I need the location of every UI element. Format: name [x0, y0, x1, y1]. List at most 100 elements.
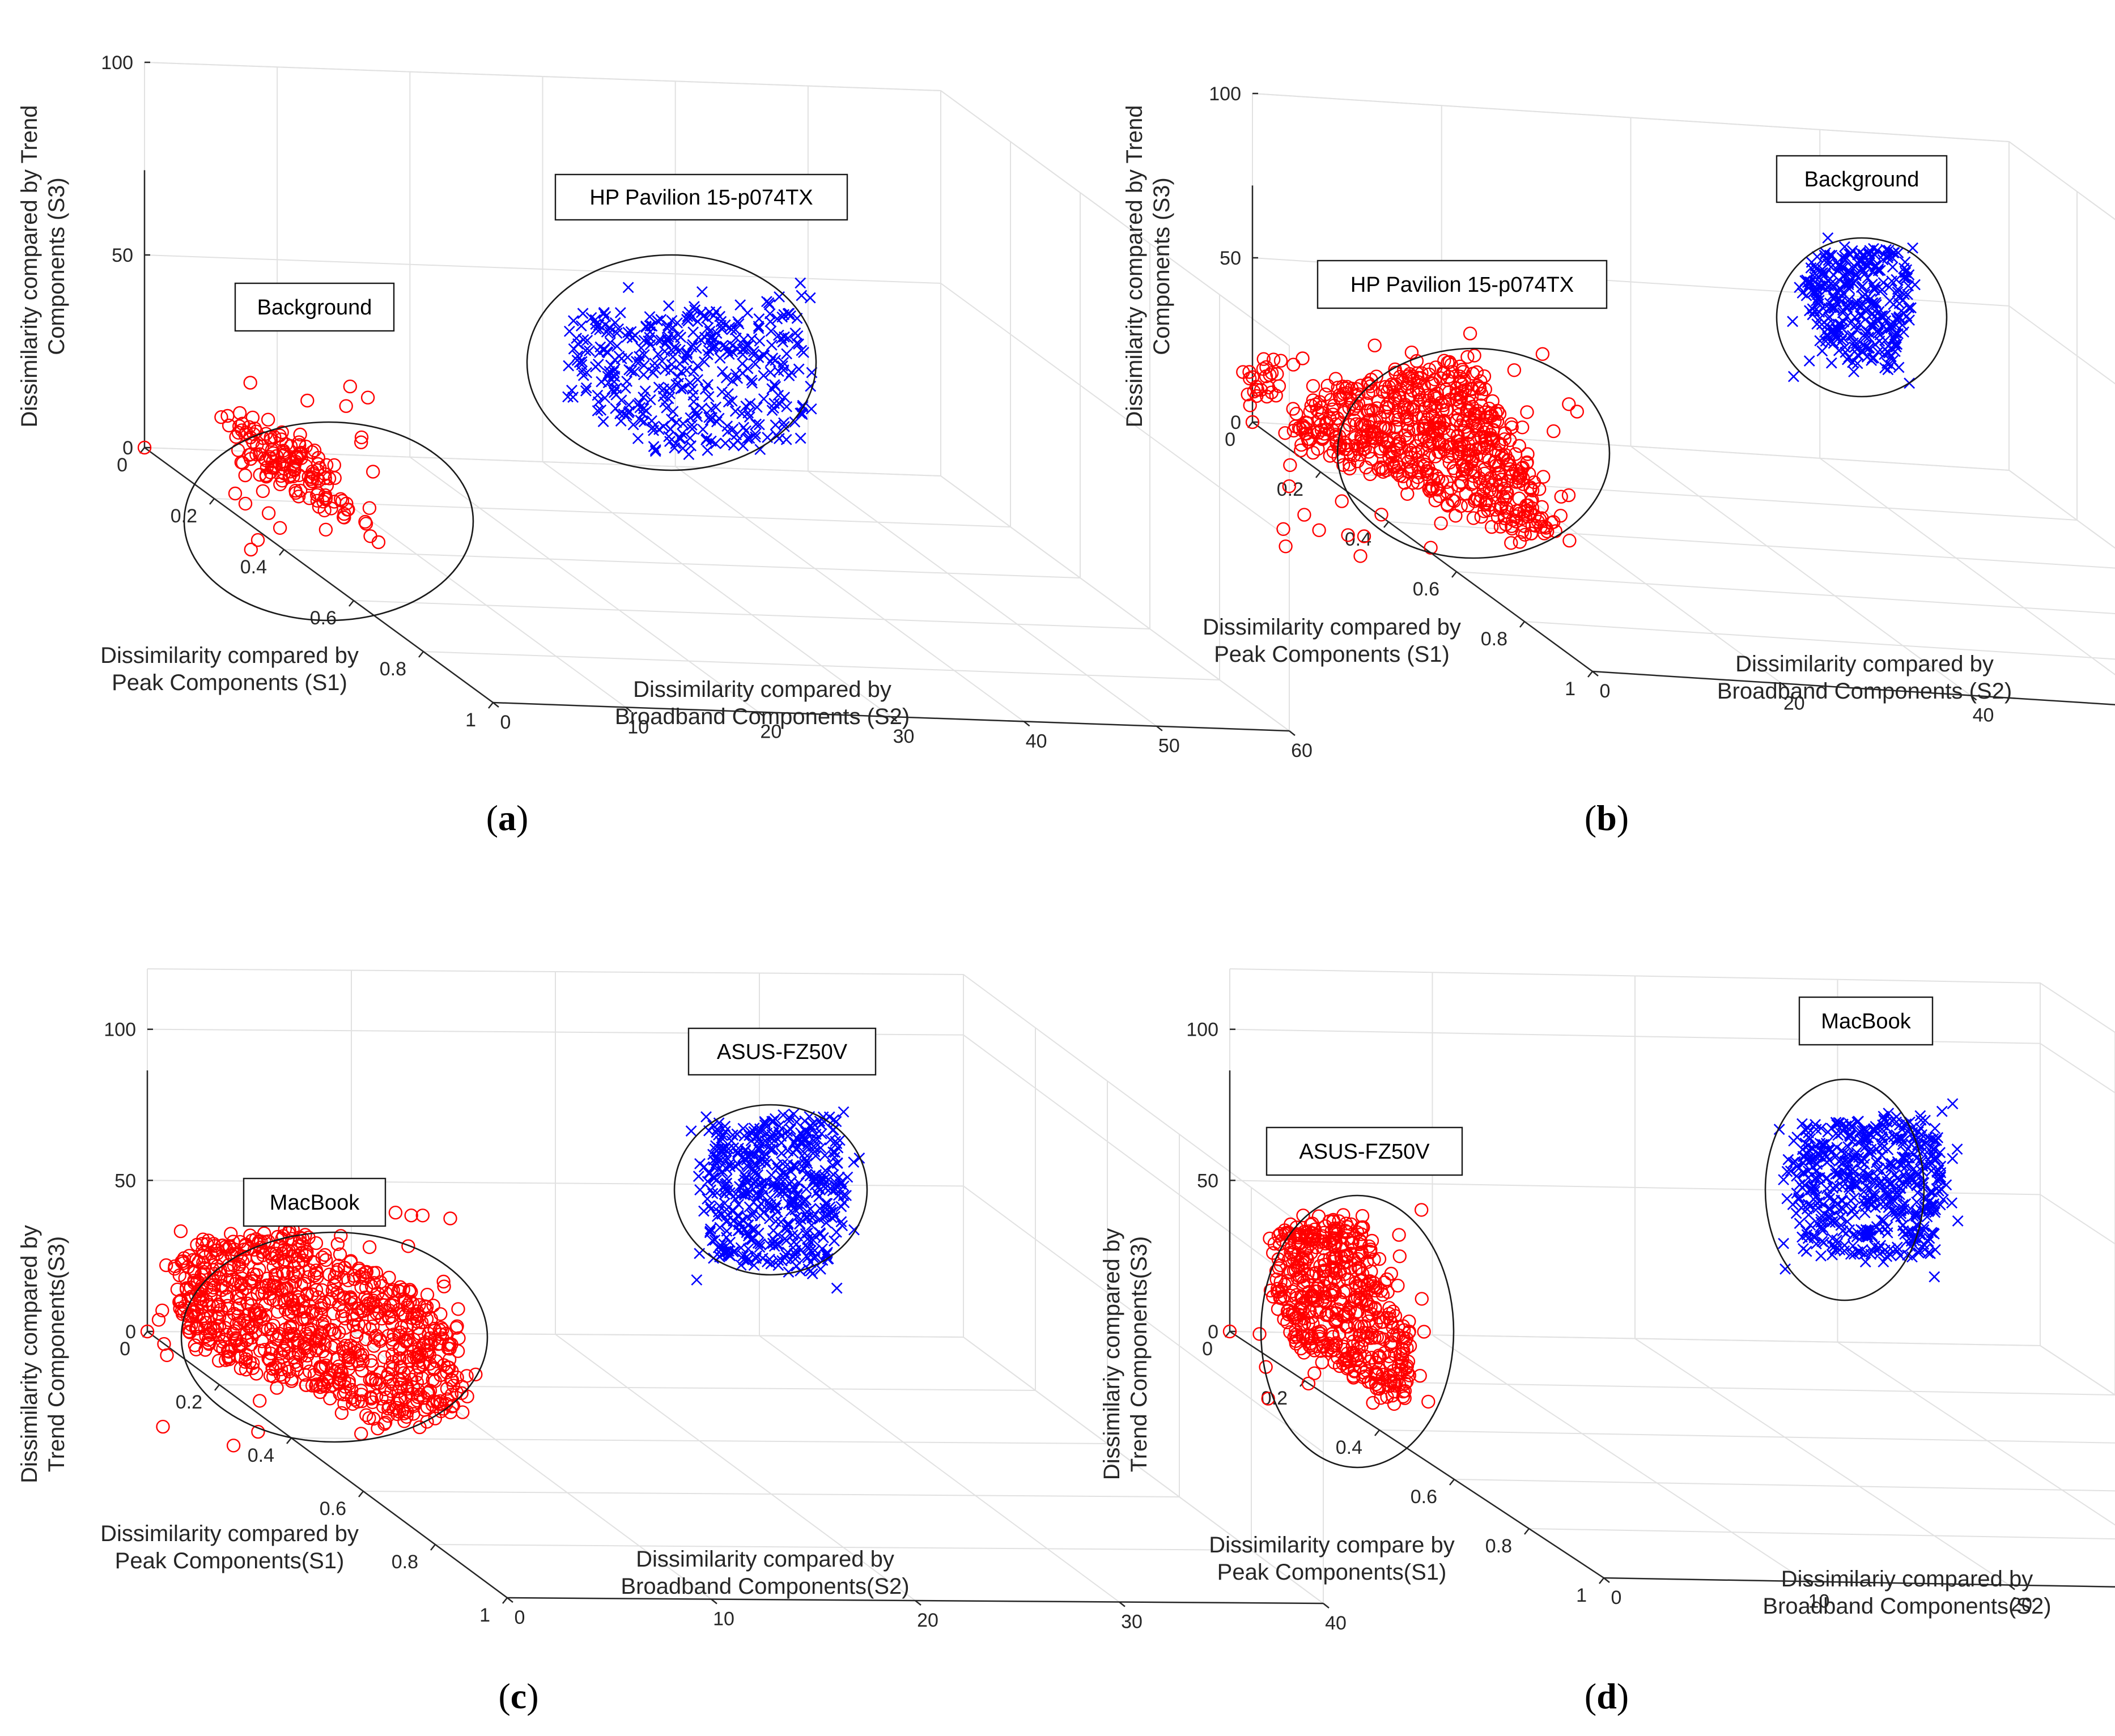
- circle-point-asus-fz50v: [1417, 1325, 1431, 1339]
- circle-point-macbook: [400, 1410, 414, 1424]
- cross-point-macbook: [1877, 1119, 1888, 1131]
- cross-point-macbook: [1862, 1168, 1874, 1180]
- x-tick-label: 0: [1225, 429, 1235, 450]
- cross-point-macbook: [1865, 1183, 1876, 1194]
- circle-point-hp-pavilion-15-p074tx: [1442, 355, 1456, 369]
- cross-point-macbook: [1883, 1107, 1895, 1119]
- cross-point-background: [1838, 241, 1850, 253]
- circle-point-hp-pavilion-15-p074tx: [1461, 436, 1475, 451]
- circle-point-macbook: [362, 1411, 376, 1426]
- cross-point-macbook: [1811, 1148, 1823, 1160]
- cross-point-macbook: [1793, 1162, 1805, 1174]
- circle-point-macbook: [333, 1247, 347, 1262]
- circle-point-asus-fz50v: [1316, 1226, 1331, 1240]
- circle-point-asus-fz50v: [1350, 1225, 1365, 1240]
- cross-point-hp-pavilion-15-p074tx: [698, 310, 709, 322]
- cross-point-hp-pavilion-15-p074tx: [593, 319, 605, 331]
- circle-point-macbook: [440, 1392, 455, 1406]
- cross-point-hp-pavilion-15-p074tx: [609, 354, 621, 365]
- y-tick-mark: [1023, 721, 1030, 727]
- circle-point-hp-pavilion-15-p074tx: [1506, 466, 1520, 481]
- circle-point-asus-fz50v: [1301, 1316, 1315, 1331]
- cross-point-asus-fz50v: [793, 1177, 805, 1189]
- circle-point-macbook: [212, 1310, 227, 1324]
- circle-point-hp-pavilion-15-p074tx: [1497, 432, 1512, 446]
- cross-point-hp-pavilion-15-p074tx: [781, 348, 793, 360]
- circle-point-macbook: [243, 1228, 257, 1243]
- circle-point-hp-pavilion-15-p074tx: [1461, 498, 1475, 513]
- cross-point-asus-fz50v: [714, 1200, 725, 1212]
- circle-point-macbook: [203, 1287, 218, 1302]
- y-tick-label: 40: [1325, 1612, 1347, 1634]
- circle-point-hp-pavilion-15-p074tx: [1411, 460, 1425, 474]
- circle-point-hp-pavilion-15-p074tx: [1400, 418, 1415, 432]
- cross-point-macbook: [1896, 1151, 1908, 1163]
- x-axis-line: [147, 1330, 508, 1599]
- y-tick-label: 50: [1158, 735, 1180, 757]
- circle-point-macbook: [420, 1287, 435, 1302]
- y-tick-mark: [1970, 695, 1977, 701]
- circle-point-macbook: [436, 1274, 451, 1289]
- circle-point-asus-fz50v: [1296, 1252, 1310, 1267]
- circle-point-asus-fz50v: [1327, 1283, 1341, 1298]
- circle-point-hp-pavilion-15-p074tx: [1367, 425, 1382, 439]
- cross-point-hp-pavilion-15-p074tx: [785, 367, 797, 378]
- circle-point-hp-pavilion-15-p074tx: [1454, 418, 1468, 432]
- circle-point-background: [292, 447, 306, 461]
- x-tick-mark: [1599, 1577, 1604, 1584]
- circle-point-asus-fz50v: [1310, 1294, 1325, 1308]
- cluster-label-box: [234, 282, 395, 332]
- circle-point-hp-pavilion-15-p074tx: [1477, 369, 1492, 384]
- floor-gridline: [1528, 1528, 2115, 1540]
- x-tick-mark: [1524, 1528, 1530, 1535]
- cluster-label: MacBook: [1821, 1010, 1911, 1033]
- cross-point-asus-fz50v: [789, 1248, 801, 1260]
- cross-point-asus-fz50v: [705, 1184, 716, 1196]
- circle-point-macbook: [382, 1310, 396, 1325]
- circle-point-asus-fz50v: [1354, 1245, 1369, 1260]
- cross-point-macbook: [1844, 1181, 1855, 1193]
- circle-point-macbook: [286, 1266, 300, 1280]
- cross-point-macbook: [1878, 1256, 1889, 1268]
- cross-point-macbook: [1862, 1231, 1874, 1243]
- cross-point-hp-pavilion-15-p074tx: [705, 435, 717, 447]
- panel-caption: (d): [1585, 1676, 1629, 1716]
- circle-point-macbook: [410, 1314, 424, 1329]
- caption-paren: (: [1585, 1676, 1596, 1716]
- cross-point-background: [1823, 313, 1834, 325]
- cross-point-macbook: [1926, 1227, 1938, 1239]
- cross-point-macbook: [1801, 1203, 1813, 1215]
- cross-point-background: [1831, 296, 1842, 308]
- circle-point-macbook: [299, 1378, 313, 1393]
- circle-point-hp-pavilion-15-p074tx: [1470, 365, 1484, 380]
- cross-point-macbook: [1867, 1189, 1879, 1201]
- circle-point-macbook: [359, 1408, 373, 1422]
- cross-point-macbook: [1862, 1173, 1874, 1184]
- circle-point-macbook: [296, 1294, 311, 1308]
- circle-point-macbook: [302, 1263, 317, 1278]
- cross-point-macbook: [1878, 1110, 1889, 1122]
- cross-point-background: [1803, 305, 1815, 317]
- cross-point-macbook: [1790, 1207, 1802, 1219]
- circle-point-macbook: [316, 1360, 330, 1375]
- circle-point-asus-fz50v: [1289, 1310, 1303, 1324]
- cross-point-hp-pavilion-15-p074tx: [742, 407, 754, 419]
- cross-point-asus-fz50v: [691, 1274, 703, 1286]
- cross-point-hp-pavilion-15-p074tx: [644, 326, 656, 338]
- panel-caption: (a): [486, 798, 529, 838]
- cross-point-hp-pavilion-15-p074tx: [632, 433, 644, 444]
- circle-point-asus-fz50v: [1314, 1235, 1328, 1249]
- x-axis-label-line: Dissimilarity compared by: [100, 643, 359, 668]
- cross-point-macbook: [1802, 1232, 1814, 1244]
- x-tick-mark: [488, 702, 494, 709]
- circle-point-macbook: [215, 1238, 230, 1253]
- cross-point-asus-fz50v: [721, 1232, 732, 1243]
- cross-point-background: [1804, 276, 1816, 288]
- circle-point-macbook: [310, 1270, 324, 1284]
- cross-point-background: [1851, 299, 1863, 311]
- cross-point-hp-pavilion-15-p074tx: [668, 331, 679, 343]
- circle-point-hp-pavilion-15-p074tx: [1525, 483, 1540, 497]
- x-tick-mark: [358, 1491, 364, 1497]
- cross-point-background: [1807, 303, 1819, 315]
